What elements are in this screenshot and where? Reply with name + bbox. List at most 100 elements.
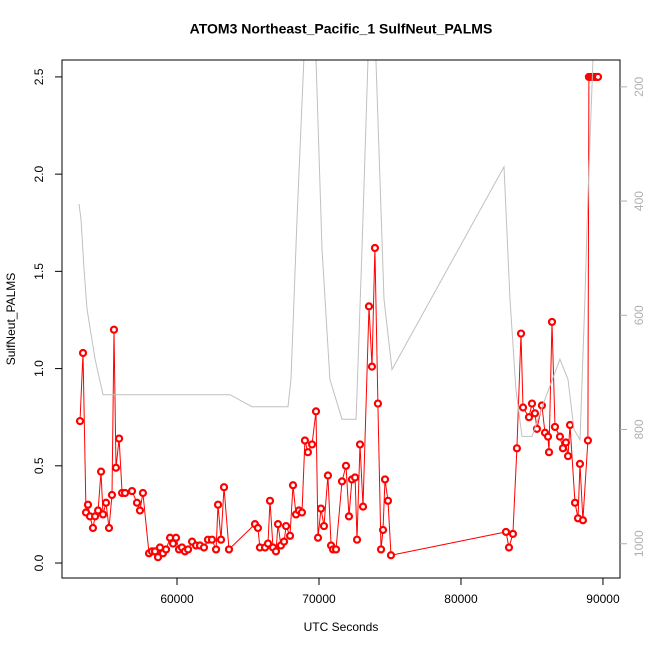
- point: [98, 510, 108, 519]
- point: [337, 477, 347, 486]
- point: [109, 325, 119, 334]
- plot-area: [75, 60, 603, 562]
- point: [313, 533, 323, 542]
- point: [273, 520, 283, 529]
- point: [161, 545, 171, 554]
- point: [303, 448, 313, 457]
- point: [183, 545, 193, 554]
- x-tick-label: 90000: [586, 592, 620, 606]
- point: [114, 434, 124, 443]
- point: [96, 467, 106, 476]
- point: [518, 403, 528, 412]
- y-tick-label: 2.5: [32, 68, 46, 85]
- point: [373, 399, 383, 408]
- point: [319, 521, 329, 531]
- y-tick-label: 1.0: [32, 360, 46, 377]
- point: [107, 490, 117, 500]
- y2-tick-label: 1000: [632, 530, 646, 557]
- point: [558, 444, 568, 453]
- y-tick-label: 2.0: [32, 165, 46, 182]
- point: [311, 407, 321, 416]
- point: [352, 535, 362, 544]
- point: [565, 420, 575, 430]
- point: [358, 502, 368, 511]
- point: [504, 543, 514, 552]
- point: [561, 438, 571, 447]
- point: [512, 444, 522, 453]
- x-tick-label: 70000: [302, 592, 336, 606]
- point: [88, 523, 98, 533]
- point: [547, 317, 557, 327]
- point: [501, 527, 511, 537]
- point: [307, 440, 317, 449]
- y-tick-label: 0.5: [32, 457, 46, 474]
- point: [216, 535, 226, 544]
- point: [300, 436, 310, 445]
- point: [316, 504, 326, 513]
- point: [111, 463, 121, 472]
- point: [383, 496, 393, 505]
- point: [153, 553, 163, 562]
- point: [213, 500, 223, 509]
- point: [224, 545, 234, 554]
- point: [285, 531, 295, 540]
- point: [527, 399, 537, 408]
- point: [127, 486, 137, 496]
- point: [253, 523, 263, 533]
- point: [132, 498, 142, 507]
- x-tick-label: 60000: [160, 592, 194, 606]
- point: [297, 508, 307, 517]
- point: [168, 539, 178, 548]
- point: [135, 506, 145, 515]
- point: [341, 461, 351, 470]
- point: [355, 440, 365, 449]
- point: [83, 500, 93, 509]
- point: [171, 533, 181, 542]
- point: [344, 512, 354, 521]
- series-line: [78, 60, 594, 442]
- point: [524, 413, 534, 422]
- point: [219, 483, 229, 492]
- point: [555, 432, 565, 441]
- point: [583, 436, 593, 445]
- point: [516, 329, 526, 338]
- point: [207, 535, 217, 544]
- x-tick-label: 80000: [444, 592, 478, 606]
- point: [279, 537, 289, 546]
- point: [93, 506, 103, 515]
- point: [323, 471, 333, 480]
- point: [380, 475, 390, 484]
- point: [199, 543, 209, 552]
- x-axis-label: UTC Seconds: [304, 620, 379, 634]
- y2-tick-label: 600: [632, 305, 646, 325]
- point: [331, 545, 341, 554]
- y-tick-label: 1.5: [32, 263, 46, 280]
- point: [120, 488, 130, 498]
- point: [90, 512, 100, 521]
- point: [376, 545, 386, 554]
- chart-title: ATOM3 Northeast_Pacific_1 SulfNeut_PALMS: [190, 21, 493, 37]
- point: [350, 473, 360, 482]
- y-tick-label: 0.0: [32, 554, 46, 571]
- point: [271, 547, 281, 556]
- point: [570, 498, 580, 507]
- point: [550, 422, 560, 432]
- y2-tick-label: 200: [632, 77, 646, 97]
- point: [104, 523, 114, 533]
- point: [563, 451, 573, 461]
- point: [101, 498, 111, 507]
- point: [138, 488, 148, 498]
- point: [508, 529, 518, 538]
- point: [370, 243, 380, 253]
- point: [578, 516, 588, 525]
- y2-tick-label: 800: [632, 419, 646, 439]
- y-axis-label: SulfNeut_PALMS: [4, 273, 18, 366]
- point: [530, 409, 540, 418]
- point: [288, 481, 298, 490]
- point: [543, 432, 553, 441]
- point: [263, 539, 273, 548]
- point: [544, 448, 554, 457]
- point: [386, 551, 396, 560]
- point: [367, 362, 377, 371]
